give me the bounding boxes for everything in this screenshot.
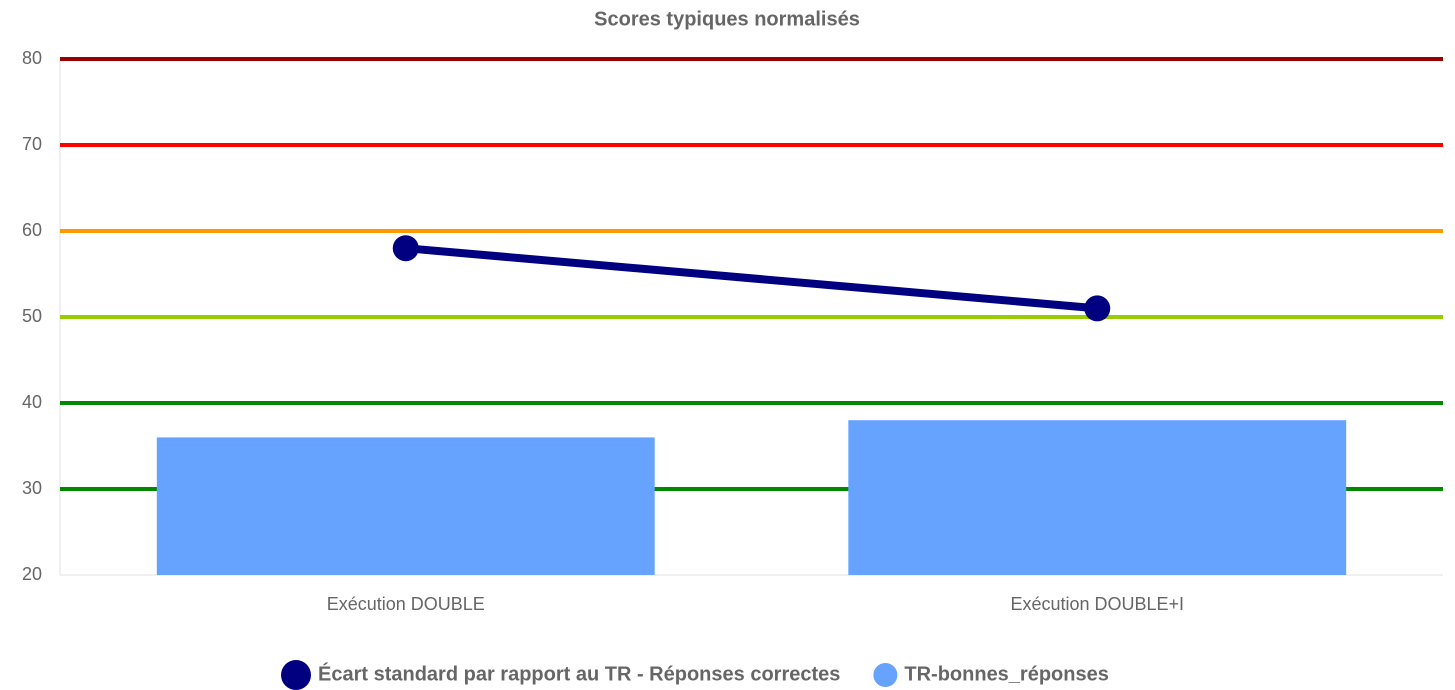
y-tick-label: 80: [22, 48, 42, 68]
y-tick-label: 70: [22, 134, 42, 154]
bar: [848, 420, 1347, 575]
point: [392, 235, 419, 262]
legend-label: Écart standard par rapport au TR - Répon…: [318, 662, 840, 685]
line: [405, 244, 1098, 313]
y-tick-label: 40: [22, 392, 42, 412]
y-tick-label: 50: [22, 306, 42, 326]
x-tick-label: Exécution DOUBLE+I: [1010, 594, 1184, 614]
chart-title: Scores typiques normalisés: [594, 8, 860, 30]
bar: [156, 437, 655, 575]
legend-swatch: [873, 663, 898, 687]
y-tick-label: 30: [22, 478, 42, 498]
legend-label: TR-bonnes_réponses: [904, 663, 1108, 685]
point: [1084, 295, 1111, 322]
y-tick-label: 20: [22, 564, 42, 584]
y-tick-label: 60: [22, 220, 42, 240]
x-tick-label: Exécution DOUBLE: [327, 594, 485, 614]
legend-swatch: [281, 660, 311, 690]
